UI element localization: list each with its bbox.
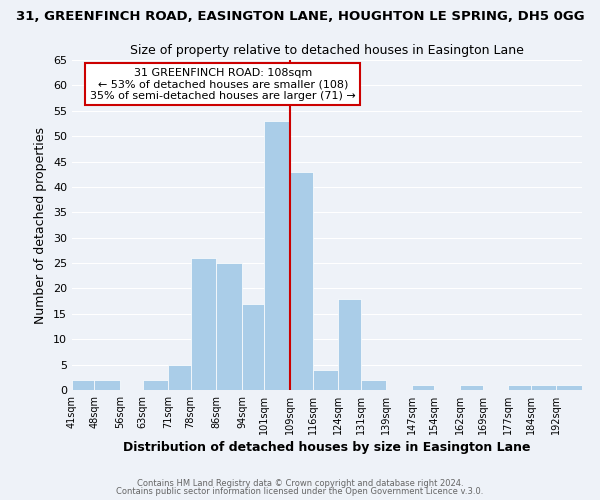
Bar (242, 304, 265, 390)
Text: Contains HM Land Registry data © Crown copyright and database right 2024.: Contains HM Land Registry data © Crown c… (137, 478, 463, 488)
Bar (290, 172, 313, 390)
Bar (361, 380, 386, 390)
Bar (530, 385, 556, 390)
Bar (313, 370, 338, 390)
Bar (168, 364, 191, 390)
Text: Contains public sector information licensed under the Open Government Licence v.: Contains public sector information licen… (116, 487, 484, 496)
Y-axis label: Number of detached properties: Number of detached properties (34, 126, 47, 324)
Bar (217, 263, 242, 390)
Bar (265, 121, 290, 390)
Bar (460, 385, 482, 390)
Text: 31, GREENFINCH ROAD, EASINGTON LANE, HOUGHTON LE SPRING, DH5 0GG: 31, GREENFINCH ROAD, EASINGTON LANE, HOU… (16, 10, 584, 23)
Bar (143, 380, 168, 390)
Bar (338, 298, 361, 390)
Title: Size of property relative to detached houses in Easington Lane: Size of property relative to detached ho… (130, 44, 524, 58)
Bar (191, 258, 217, 390)
Text: 31 GREENFINCH ROAD: 108sqm
← 53% of detached houses are smaller (108)
35% of sem: 31 GREENFINCH ROAD: 108sqm ← 53% of deta… (90, 68, 356, 101)
Bar (412, 385, 434, 390)
Bar (72, 380, 94, 390)
Bar (94, 380, 120, 390)
Bar (556, 385, 582, 390)
X-axis label: Distribution of detached houses by size in Easington Lane: Distribution of detached houses by size … (123, 441, 531, 454)
Bar (508, 385, 530, 390)
